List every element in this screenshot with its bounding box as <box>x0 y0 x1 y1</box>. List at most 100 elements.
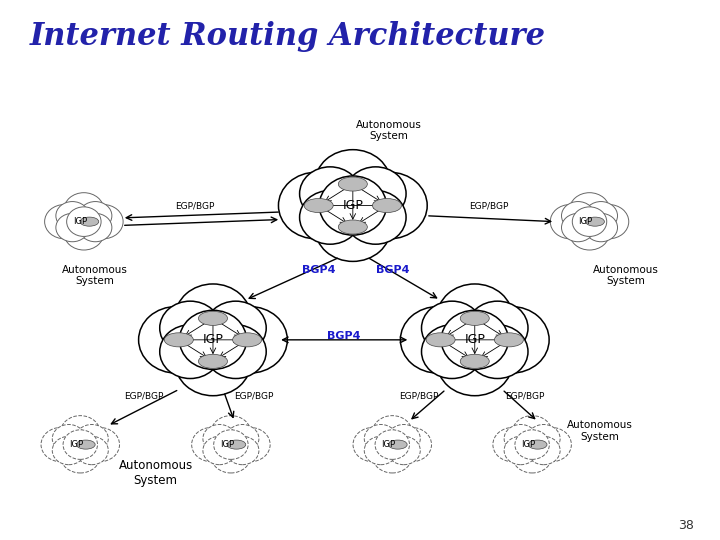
Ellipse shape <box>175 329 251 396</box>
Ellipse shape <box>212 307 287 373</box>
Ellipse shape <box>56 213 89 242</box>
Ellipse shape <box>338 220 367 234</box>
Ellipse shape <box>375 430 410 460</box>
Ellipse shape <box>345 167 406 220</box>
Ellipse shape <box>550 205 590 239</box>
Ellipse shape <box>351 172 427 239</box>
Ellipse shape <box>437 329 513 396</box>
Ellipse shape <box>60 438 100 473</box>
Text: IGP: IGP <box>464 333 485 346</box>
Text: IGP: IGP <box>73 217 87 226</box>
Text: EGP/BGP: EGP/BGP <box>176 201 215 210</box>
Ellipse shape <box>421 325 482 379</box>
Ellipse shape <box>493 428 533 462</box>
Ellipse shape <box>211 416 251 450</box>
Ellipse shape <box>205 301 266 355</box>
Ellipse shape <box>203 424 236 453</box>
Ellipse shape <box>315 195 391 261</box>
Ellipse shape <box>392 428 431 462</box>
Ellipse shape <box>64 216 104 250</box>
Ellipse shape <box>372 438 413 473</box>
Ellipse shape <box>67 207 101 237</box>
Text: BGP4: BGP4 <box>328 330 361 341</box>
Text: EGP/BGP: EGP/BGP <box>234 392 274 401</box>
Ellipse shape <box>300 167 361 220</box>
Ellipse shape <box>387 424 420 453</box>
Ellipse shape <box>205 325 266 379</box>
Ellipse shape <box>585 213 618 242</box>
Ellipse shape <box>75 436 108 465</box>
Ellipse shape <box>179 310 246 369</box>
Ellipse shape <box>387 436 420 465</box>
Text: EGP/BGP: EGP/BGP <box>399 392 438 401</box>
Ellipse shape <box>41 428 81 462</box>
Ellipse shape <box>437 284 513 350</box>
Ellipse shape <box>78 213 112 242</box>
Ellipse shape <box>53 424 86 453</box>
Text: 38: 38 <box>678 519 694 532</box>
Ellipse shape <box>460 312 490 326</box>
Text: Autonomous
System: Autonomous System <box>356 119 422 141</box>
Ellipse shape <box>63 430 97 460</box>
Ellipse shape <box>226 436 259 465</box>
Ellipse shape <box>474 307 549 373</box>
Text: Autonomous
System: Autonomous System <box>567 420 633 442</box>
Text: Autonomous
System: Autonomous System <box>62 265 127 286</box>
Ellipse shape <box>528 440 547 449</box>
Ellipse shape <box>512 416 552 450</box>
Ellipse shape <box>315 150 391 217</box>
Ellipse shape <box>531 428 572 462</box>
Ellipse shape <box>233 333 261 347</box>
Text: IGP: IGP <box>343 199 364 212</box>
Ellipse shape <box>504 424 537 453</box>
Ellipse shape <box>203 436 236 465</box>
Ellipse shape <box>227 440 246 449</box>
Ellipse shape <box>570 193 609 227</box>
Ellipse shape <box>562 201 595 230</box>
Text: Autonomous
System: Autonomous System <box>593 265 658 286</box>
Ellipse shape <box>78 201 112 230</box>
Ellipse shape <box>364 436 397 465</box>
Ellipse shape <box>45 205 84 239</box>
Text: EGP/BGP: EGP/BGP <box>124 392 163 401</box>
Ellipse shape <box>426 333 455 347</box>
Ellipse shape <box>80 217 99 226</box>
Ellipse shape <box>400 307 476 373</box>
Ellipse shape <box>364 424 397 453</box>
Text: IGP: IGP <box>202 333 223 346</box>
Ellipse shape <box>319 176 387 235</box>
Ellipse shape <box>515 430 549 460</box>
Text: IGP: IGP <box>521 440 535 449</box>
Ellipse shape <box>300 191 361 244</box>
Ellipse shape <box>84 205 123 239</box>
Ellipse shape <box>80 428 120 462</box>
Ellipse shape <box>572 207 607 237</box>
Text: IGP: IGP <box>381 440 395 449</box>
Text: IGP: IGP <box>69 440 84 449</box>
Ellipse shape <box>56 201 89 230</box>
Ellipse shape <box>460 354 490 368</box>
Text: BGP4: BGP4 <box>302 265 335 275</box>
Ellipse shape <box>192 428 232 462</box>
Text: BGP4: BGP4 <box>376 265 409 275</box>
Ellipse shape <box>230 428 270 462</box>
Ellipse shape <box>60 416 100 450</box>
Ellipse shape <box>372 199 402 213</box>
Text: EGP/BGP: EGP/BGP <box>505 392 544 401</box>
Ellipse shape <box>585 217 604 226</box>
Ellipse shape <box>138 307 214 373</box>
Ellipse shape <box>211 438 251 473</box>
Ellipse shape <box>75 424 108 453</box>
Ellipse shape <box>467 301 528 355</box>
Ellipse shape <box>338 177 367 191</box>
Ellipse shape <box>353 428 393 462</box>
Ellipse shape <box>527 436 560 465</box>
Text: EGP/BGP: EGP/BGP <box>469 201 509 210</box>
Ellipse shape <box>214 430 248 460</box>
Ellipse shape <box>441 310 508 369</box>
Ellipse shape <box>467 325 528 379</box>
Ellipse shape <box>160 325 221 379</box>
Ellipse shape <box>585 201 618 230</box>
Ellipse shape <box>562 213 595 242</box>
Text: Autonomous
System: Autonomous System <box>119 459 193 487</box>
